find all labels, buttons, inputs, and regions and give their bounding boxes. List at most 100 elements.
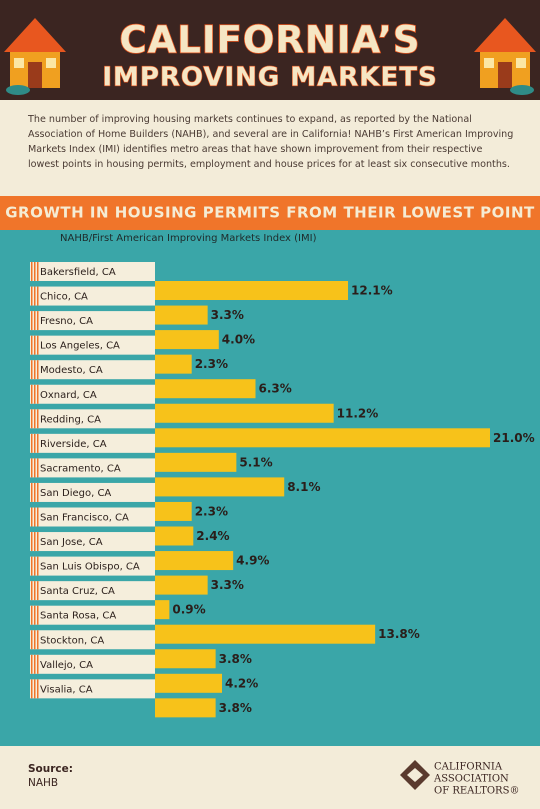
logo-mark bbox=[400, 760, 430, 790]
label-stripe bbox=[34, 409, 36, 429]
label-stripe bbox=[37, 482, 39, 502]
category-label: Los Angeles, CA bbox=[40, 341, 120, 352]
label-stripe bbox=[31, 262, 33, 281]
label-box bbox=[30, 581, 155, 601]
label-stripe bbox=[34, 360, 36, 380]
bar bbox=[155, 477, 285, 497]
bar bbox=[155, 575, 208, 595]
label-box bbox=[30, 630, 155, 650]
value-label: 3.3% bbox=[211, 308, 244, 322]
label-box bbox=[30, 360, 155, 380]
label-stripe bbox=[37, 507, 39, 527]
category-label: San Diego, CA bbox=[40, 488, 111, 499]
label-stripe bbox=[31, 433, 33, 453]
category-label: Redding, CA bbox=[40, 414, 101, 425]
bar bbox=[155, 600, 170, 620]
value-label: 2.3% bbox=[195, 504, 228, 518]
category-label: Modesto, CA bbox=[40, 365, 103, 376]
label-stripe bbox=[34, 433, 36, 453]
label-stripe bbox=[34, 286, 36, 306]
label-stripe bbox=[34, 556, 36, 576]
label-box bbox=[30, 482, 155, 502]
label-stripe bbox=[37, 311, 39, 331]
bar bbox=[155, 330, 219, 350]
label-stripe bbox=[31, 458, 33, 478]
value-label: 2.3% bbox=[195, 357, 228, 371]
category-label: Vallejo, CA bbox=[40, 660, 93, 671]
label-stripe bbox=[34, 679, 36, 699]
bar bbox=[155, 526, 194, 546]
bar bbox=[155, 281, 349, 300]
title-line: IMPROVING MARKETS bbox=[102, 63, 437, 93]
label-stripe bbox=[37, 581, 39, 601]
label-stripe bbox=[37, 360, 39, 380]
value-label: 21.0% bbox=[493, 431, 535, 445]
label-stripe bbox=[34, 630, 36, 650]
label-stripe bbox=[31, 654, 33, 674]
category-label: Oxnard, CA bbox=[40, 390, 97, 401]
category-label: Stockton, CA bbox=[40, 635, 104, 646]
value-label: 4.2% bbox=[225, 676, 258, 690]
label-stripe bbox=[37, 335, 39, 355]
house-right bbox=[474, 18, 536, 95]
label-box bbox=[30, 311, 155, 331]
logo-text: CALIFORNIA bbox=[434, 762, 503, 773]
label-box bbox=[30, 654, 155, 674]
label-box bbox=[30, 556, 155, 576]
label-stripe bbox=[31, 335, 33, 355]
chart-subtitle: NAHB/First American Improving Markets In… bbox=[60, 233, 317, 244]
label-stripe bbox=[37, 286, 39, 306]
label-stripe bbox=[37, 532, 39, 552]
label-stripe bbox=[34, 581, 36, 601]
label-stripe bbox=[31, 507, 33, 527]
label-box bbox=[30, 409, 155, 429]
source-label: Source: bbox=[28, 763, 73, 775]
category-label: Visalia, CA bbox=[40, 684, 93, 695]
label-stripe bbox=[37, 654, 39, 674]
chart-banner bbox=[0, 196, 540, 232]
category-label: San Francisco, CA bbox=[40, 513, 129, 524]
label-stripe bbox=[37, 262, 39, 281]
value-label: 6.3% bbox=[259, 382, 292, 396]
value-label: 8.1% bbox=[287, 480, 320, 494]
value-label: 4.0% bbox=[222, 333, 255, 347]
intro-paragraph: The number of improving housing markets … bbox=[28, 114, 514, 170]
label-stripe bbox=[31, 605, 33, 625]
label-box bbox=[30, 335, 155, 355]
label-stripe bbox=[37, 605, 39, 625]
label-stripe bbox=[37, 458, 39, 478]
label-stripe bbox=[31, 311, 33, 331]
bar bbox=[155, 673, 222, 693]
label-stripe bbox=[34, 458, 36, 478]
label-stripe bbox=[37, 556, 39, 576]
label-stripe bbox=[31, 409, 33, 429]
category-label: Bakersfield, CA bbox=[40, 267, 116, 278]
value-label: 5.1% bbox=[239, 455, 272, 469]
bar bbox=[155, 624, 376, 644]
label-stripe bbox=[31, 581, 33, 601]
bar bbox=[155, 501, 192, 521]
label-stripe bbox=[31, 360, 33, 380]
chart-title: GROWTH IN HOUSING PERMITS FROM THEIR LOW… bbox=[5, 204, 535, 222]
value-label: 2.4% bbox=[196, 529, 229, 543]
label-stripe bbox=[37, 679, 39, 699]
source: NAHB bbox=[28, 777, 58, 789]
label-stripe bbox=[31, 384, 33, 404]
value-label: 12.1% bbox=[351, 284, 393, 298]
label-stripe bbox=[31, 532, 33, 552]
category-label: San Jose, CA bbox=[40, 537, 103, 548]
label-stripe bbox=[34, 605, 36, 625]
label-box bbox=[30, 384, 155, 404]
label-stripe bbox=[37, 433, 39, 453]
bar bbox=[155, 649, 216, 669]
label-stripe bbox=[34, 262, 36, 281]
label-stripe bbox=[31, 679, 33, 699]
category-label: Santa Cruz, CA bbox=[40, 586, 115, 597]
label-stripe bbox=[31, 482, 33, 502]
label-stripe bbox=[37, 409, 39, 429]
label-stripe bbox=[34, 335, 36, 355]
bar bbox=[155, 698, 216, 718]
house-left bbox=[4, 18, 66, 95]
